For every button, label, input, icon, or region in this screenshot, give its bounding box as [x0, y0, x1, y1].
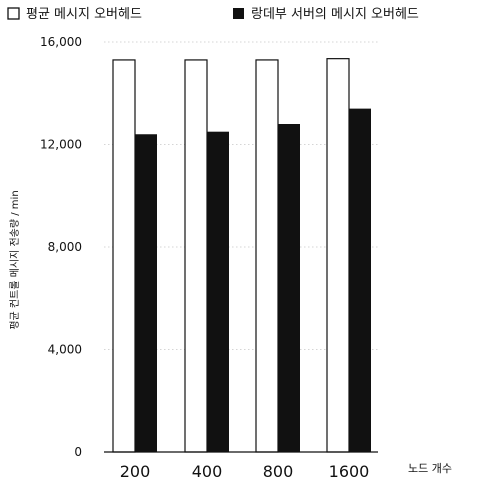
y-tick-label: 0 — [74, 445, 82, 459]
bars — [112, 58, 371, 453]
bar-avg-overhead — [184, 59, 208, 453]
bar-rendezvous-overhead — [207, 131, 229, 452]
bar-avg-overhead — [326, 58, 350, 453]
bar-rendezvous-overhead — [135, 134, 157, 452]
legend-swatch-series-1 — [233, 8, 244, 19]
legend: 평균 메시지 오버헤드 랑데부 서버의 메시지 오버헤드 — [7, 7, 419, 22]
legend-swatch-series-0 — [7, 7, 20, 20]
y-tick-label: 16,000 — [40, 35, 82, 49]
y-tick-labels: 0 4,000 8,000 12,000 16,000 — [40, 35, 82, 459]
y-tick-label: 8,000 — [48, 240, 82, 254]
x-tick-labels: 200 400 800 1600 — [120, 462, 370, 481]
x-tick-label: 200 — [120, 462, 151, 481]
y-tick-label: 4,000 — [48, 343, 82, 357]
x-tick-label: 800 — [263, 462, 294, 481]
x-axis-title: 노드 개수 — [408, 462, 452, 475]
x-tick-label: 1600 — [329, 462, 370, 481]
bar-avg-overhead — [112, 59, 136, 453]
y-axis-title: 평균 컨트롤 메시지 전송량 / min — [9, 190, 21, 329]
y-tick-label: 12,000 — [40, 138, 82, 152]
legend-label-series-0: 평균 메시지 오버헤드 — [26, 7, 142, 22]
bar-avg-overhead — [255, 59, 279, 453]
bar-rendezvous-overhead — [349, 108, 371, 452]
bar-rendezvous-overhead — [278, 124, 300, 452]
legend-label-series-1: 랑데부 서버의 메시지 오버헤드 — [251, 7, 419, 22]
x-tick-label: 400 — [192, 462, 223, 481]
